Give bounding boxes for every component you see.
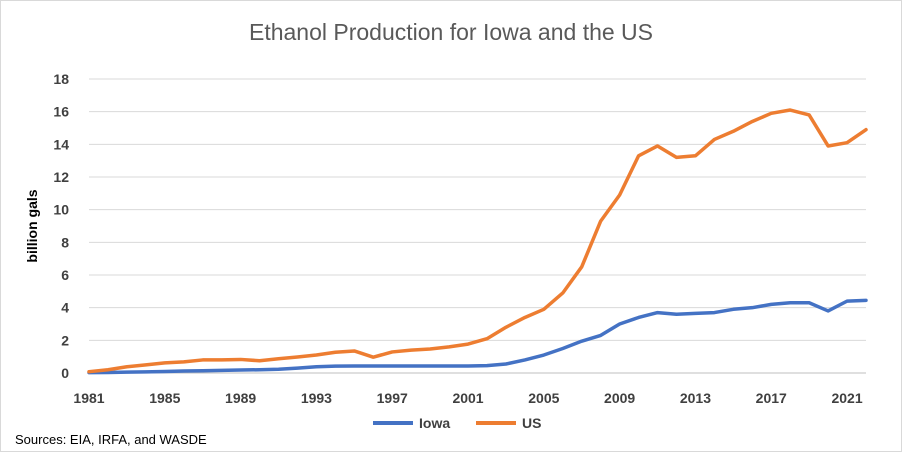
y-tick-label: 2 (61, 332, 69, 348)
x-tick-label: 2001 (452, 390, 483, 406)
y-tick-label: 8 (61, 234, 69, 250)
source-note: Sources: EIA, IRFA, and WASDE (15, 432, 207, 447)
y-tick-label: 12 (53, 169, 69, 185)
y-tick-label: 14 (53, 136, 69, 152)
x-tick-label: 1985 (149, 390, 180, 406)
x-tick-label: 1981 (73, 390, 104, 406)
y-tick-label: 10 (53, 202, 69, 218)
y-tick-label: 18 (53, 71, 69, 87)
y-tick-label: 6 (61, 267, 69, 283)
chart-title: Ethanol Production for Iowa and the US (248, 19, 654, 45)
y-tick-label: 4 (61, 300, 69, 316)
x-tick-label: 2013 (680, 390, 711, 406)
x-tick-label: 2009 (604, 390, 635, 406)
series-line-iowa (87, 298, 868, 375)
y-tick-label: 16 (53, 104, 69, 120)
x-tick-label: 1989 (225, 390, 256, 406)
x-tick-label: 2005 (528, 390, 559, 406)
legend-label-us: US (522, 415, 541, 431)
x-tick-label: 2017 (756, 390, 787, 406)
x-tick-label: 1997 (377, 390, 408, 406)
x-tick-label: 1993 (301, 390, 332, 406)
y-axis-label: billion gals (24, 189, 40, 262)
legend-label-iowa: Iowa (419, 415, 450, 431)
series-line-us (87, 108, 868, 374)
y-tick-label: 0 (61, 365, 69, 381)
x-tick-label: 2021 (831, 390, 862, 406)
